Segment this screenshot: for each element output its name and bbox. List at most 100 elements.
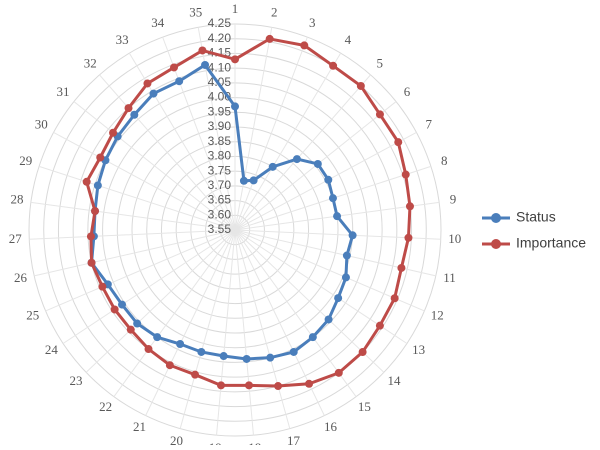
data-point — [109, 128, 118, 137]
spoke — [73, 101, 236, 231]
data-point — [356, 81, 365, 90]
category-label: 2 — [271, 5, 278, 20]
data-point — [198, 46, 207, 55]
data-point — [201, 60, 210, 69]
legend-label: Importance — [516, 235, 586, 251]
r-tick-label: 3.55 — [208, 222, 232, 236]
r-tick-label: 3.85 — [208, 134, 232, 148]
category-label: 8 — [441, 153, 448, 168]
category-label: 5 — [376, 55, 383, 70]
spoke — [234, 27, 273, 231]
category-label: 30 — [35, 117, 48, 132]
data-point — [165, 361, 174, 370]
data-point — [176, 340, 185, 349]
category-label: 33 — [116, 32, 129, 47]
category-label: 7 — [425, 117, 432, 132]
data-point — [375, 110, 384, 119]
data-point — [292, 155, 301, 164]
data-point — [231, 102, 239, 111]
data-point — [266, 353, 275, 362]
data-point — [348, 231, 357, 240]
category-label: 4 — [345, 32, 352, 47]
r-tick-label: 3.75 — [208, 163, 232, 177]
category-label: 10 — [448, 231, 461, 246]
spoke — [234, 229, 357, 397]
data-point — [87, 258, 96, 267]
r-tick-label: 4.20 — [208, 31, 232, 45]
r-tick-label: 4.10 — [208, 60, 232, 74]
category-label: 12 — [431, 307, 444, 322]
spoke — [234, 229, 385, 373]
spoke — [234, 229, 291, 429]
spoke — [234, 36, 308, 231]
data-point — [265, 34, 274, 43]
data-point — [96, 153, 105, 162]
data-point — [126, 325, 135, 334]
spoke — [85, 229, 236, 373]
category-label: 22 — [99, 399, 112, 414]
data-point — [324, 315, 333, 324]
category-label: 6 — [404, 84, 411, 99]
data-point — [124, 104, 133, 113]
data-point — [268, 162, 277, 171]
data-point — [231, 55, 239, 64]
r-tick-label: 3.95 — [208, 104, 232, 118]
r-tick-label: 3.90 — [208, 119, 232, 133]
data-point — [313, 159, 322, 168]
data-point — [153, 333, 162, 342]
data-point — [394, 138, 403, 147]
spoke — [45, 229, 236, 312]
spoke — [99, 74, 236, 231]
spoke — [234, 229, 254, 436]
data-point — [143, 79, 152, 88]
data-point — [308, 333, 317, 342]
data-point — [242, 354, 251, 363]
category-label: 1 — [232, 1, 239, 16]
data-point — [274, 382, 283, 391]
data-point — [401, 170, 410, 179]
category-label: 17 — [287, 433, 301, 445]
spoke — [34, 229, 236, 277]
category-label: 32 — [84, 55, 97, 70]
category-label: 28 — [10, 191, 23, 206]
spoke — [234, 74, 371, 231]
data-point — [130, 110, 139, 119]
data-point — [342, 251, 351, 260]
r-tick-label: 3.70 — [208, 178, 232, 192]
data-point — [149, 89, 158, 98]
category-label: 9 — [450, 191, 457, 206]
category-label: 35 — [189, 5, 202, 20]
spoke — [29, 229, 236, 240]
data-point — [217, 381, 226, 390]
data-point — [169, 63, 178, 72]
category-label: 31 — [56, 84, 69, 99]
data-point — [300, 41, 309, 50]
data-point — [397, 263, 406, 272]
spoke — [53, 131, 236, 231]
data-point — [91, 207, 100, 216]
spoke — [62, 229, 236, 344]
data-point — [82, 177, 91, 186]
data-point — [334, 294, 343, 303]
category-label: 26 — [14, 270, 28, 285]
data-point — [110, 305, 119, 314]
data-point — [249, 176, 258, 185]
data-point — [329, 61, 338, 70]
data-point — [324, 175, 333, 184]
data-point — [328, 194, 337, 203]
category-label: 29 — [19, 153, 32, 168]
r-tick-label: 3.65 — [208, 193, 232, 207]
r-tick-label: 4.25 — [208, 16, 232, 30]
data-point — [118, 300, 127, 309]
data-point — [98, 282, 107, 291]
data-point — [333, 212, 342, 221]
data-point — [289, 347, 298, 356]
data-point — [390, 294, 399, 303]
data-point — [305, 379, 314, 388]
category-label: 19 — [209, 440, 222, 445]
category-label: 25 — [26, 307, 39, 322]
data-point — [244, 381, 253, 390]
data-point — [405, 202, 414, 211]
spoke — [234, 52, 342, 231]
